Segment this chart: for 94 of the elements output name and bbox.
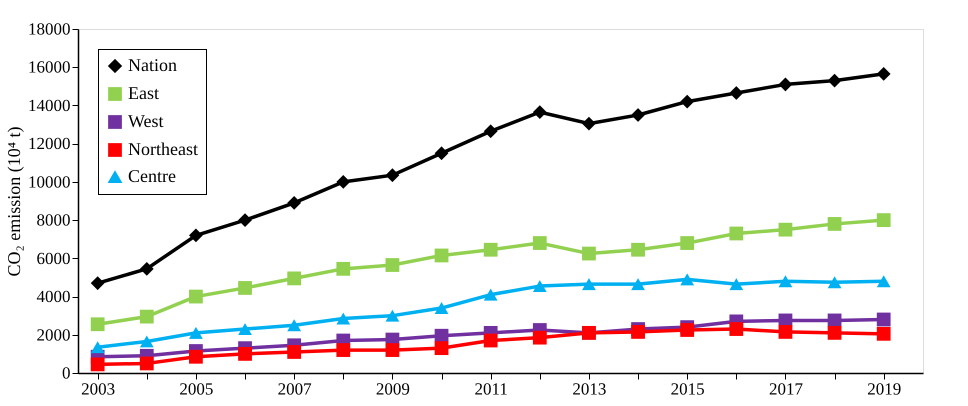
point [729, 278, 744, 290]
point [778, 325, 792, 339]
y-tick-label: 12000 [28, 134, 70, 154]
y-tick-label: 4000 [36, 287, 70, 306]
point [876, 67, 891, 81]
point [484, 288, 498, 301]
point [287, 345, 302, 359]
point [876, 326, 891, 341]
x-tick-label: 2005 [179, 380, 214, 398]
point [287, 272, 302, 286]
point [729, 86, 744, 100]
legend-label: Nation [128, 55, 177, 75]
point [140, 356, 154, 370]
point [680, 273, 694, 286]
x-tick-label: 2003 [81, 380, 116, 398]
point [729, 226, 744, 240]
point [90, 341, 105, 354]
point [532, 330, 547, 345]
y-tick-label: 18000 [28, 20, 70, 38]
point [484, 124, 498, 138]
point [876, 213, 891, 228]
point [189, 350, 203, 364]
point [189, 228, 203, 242]
point [828, 326, 842, 340]
legend-label: Centre [128, 166, 176, 186]
point [336, 343, 350, 357]
point [680, 236, 694, 250]
point [484, 242, 498, 257]
point [778, 222, 792, 237]
legend-label: Northeast [128, 139, 198, 159]
point [582, 278, 596, 290]
point [140, 336, 154, 348]
legend-label: East [128, 83, 159, 103]
point [140, 310, 154, 324]
point [238, 346, 252, 361]
point [828, 217, 842, 231]
point [336, 174, 350, 189]
point [140, 262, 154, 276]
point [778, 78, 792, 92]
x-tick-label: 2019 [867, 380, 902, 398]
y-tick-label: 6000 [36, 248, 70, 268]
point [287, 319, 302, 332]
point [876, 275, 891, 288]
point [189, 326, 203, 339]
x-tick-label: 2011 [474, 380, 508, 398]
point [729, 322, 744, 336]
legend-label: West [128, 111, 164, 131]
point [238, 281, 252, 295]
point [532, 105, 547, 120]
point [434, 146, 448, 160]
x-tick-label: 2015 [670, 380, 705, 398]
point [828, 276, 842, 288]
point [828, 74, 842, 88]
point [238, 213, 252, 228]
point [386, 343, 400, 357]
y-tick-label: 0 [62, 364, 70, 382]
point [386, 168, 400, 182]
point [238, 323, 252, 336]
point [336, 312, 350, 324]
point [336, 262, 350, 276]
point [532, 280, 547, 292]
y-tick-label: 8000 [36, 210, 70, 230]
point [631, 278, 645, 290]
y-tick-label: 2000 [36, 325, 70, 344]
x-tick-label: 2007 [278, 380, 312, 398]
point [778, 275, 792, 288]
point [189, 290, 203, 304]
point [386, 310, 400, 322]
point [680, 323, 694, 337]
point [876, 312, 891, 326]
point [631, 242, 645, 257]
point [90, 317, 105, 332]
y-tick-label: 14000 [28, 96, 70, 115]
y-axis-title: CO₂ emission (10⁴ t) [4, 126, 24, 277]
y-tick-label: 10000 [28, 172, 70, 192]
point [582, 116, 596, 130]
point [631, 325, 645, 339]
x-tick-label: 2009 [376, 380, 410, 398]
point [90, 358, 105, 372]
point [434, 328, 448, 343]
x-tick-label: 2017 [768, 380, 804, 398]
point [386, 258, 400, 272]
point [90, 276, 105, 290]
y-tick-label: 16000 [28, 58, 70, 77]
x-tick-label: 2013 [572, 380, 606, 398]
point [532, 236, 547, 250]
point [680, 94, 694, 109]
point [631, 108, 645, 122]
point [287, 196, 302, 210]
point [434, 302, 448, 314]
point [434, 341, 448, 356]
point [484, 334, 498, 348]
point [582, 246, 596, 260]
point [434, 248, 448, 262]
